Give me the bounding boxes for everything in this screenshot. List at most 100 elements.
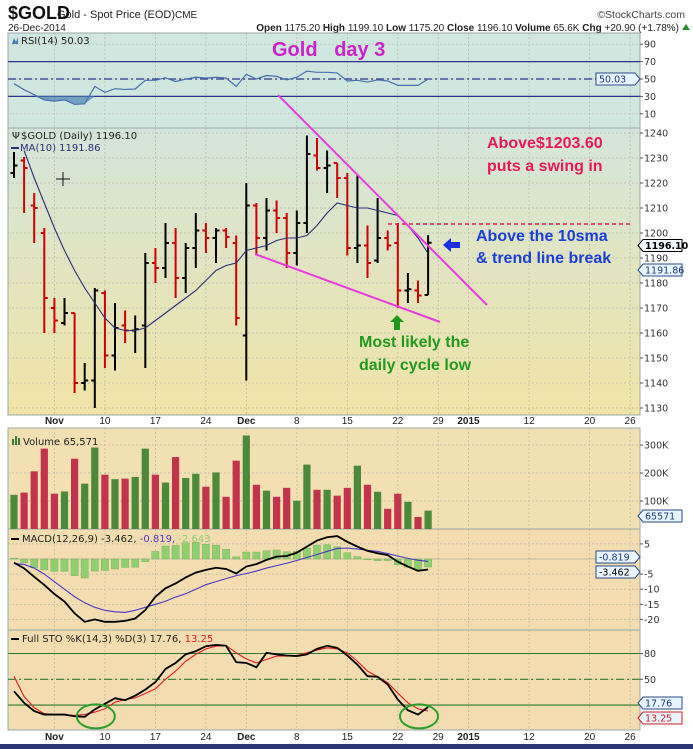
macd-histogram-bar [20, 558, 28, 564]
volume-bar [10, 494, 18, 529]
x-tick-label: Nov [45, 416, 64, 427]
macd-histogram-bar [50, 558, 59, 572]
annotation-title: Gold day 3 [272, 39, 385, 61]
y-tick-label: -20 [644, 615, 660, 626]
x-tick-label: 20 [584, 732, 596, 743]
ohlc-bar [10, 152, 18, 178]
macd-histogram-bar [101, 558, 109, 571]
x-tick-label: 10 [99, 732, 111, 743]
volume-bar [212, 472, 220, 529]
y-tick-label: 30 [644, 92, 656, 103]
macd-histogram-bar [70, 558, 79, 576]
x-tick-label: 2015 [457, 732, 480, 743]
stochastic-legend: Full STO %K(14,3) %D(3) 17.76, 13.25 [11, 634, 213, 645]
y-tick-label: 1190 [644, 254, 668, 265]
volume-bar [333, 495, 341, 529]
macd-histogram-bar [30, 558, 39, 568]
macd-value-tag: -3.462 [595, 565, 641, 579]
x-tick-label: 24 [200, 732, 212, 743]
rsi-line [13, 70, 429, 106]
ohlc-bar [303, 135, 311, 233]
rsi-icon [12, 37, 18, 44]
volume-bar [303, 464, 311, 529]
ohlc-bar [50, 298, 58, 333]
y-tick-label: 50 [644, 75, 656, 86]
lower-trendline [254, 253, 441, 323]
y-tick-label: 200K [644, 469, 669, 480]
volume-bar [121, 478, 129, 529]
x-tick-label: 17 [150, 732, 162, 743]
ohlc-bar [384, 230, 392, 251]
x-tick-label: 24 [200, 416, 212, 427]
ohlc-bar [71, 312, 79, 393]
volume-bar [91, 447, 99, 529]
macd-histogram-bar [191, 542, 200, 560]
macd-histogram-bar [60, 558, 69, 572]
x-tick-label: 10 [99, 416, 111, 427]
value-tag-box [637, 509, 683, 523]
value-tag-box [595, 72, 641, 86]
high-value: 1199.10 [348, 23, 384, 34]
y-tick-label: -10 [644, 585, 660, 596]
y-tick-label: 10 [644, 109, 656, 120]
volume-value-tag: 65571 [637, 509, 683, 523]
macd-histogram-bar [242, 551, 251, 560]
ohlc-bar [222, 228, 230, 248]
x-tick-label: 15 [342, 732, 354, 743]
chart-date: 26-Dec-2014 [8, 23, 66, 34]
x-tick-label: 20 [584, 416, 596, 427]
macd-histogram-bar [363, 558, 372, 561]
ma10-line [23, 150, 429, 332]
stochastic-panel [7, 629, 641, 731]
x-tick-label: 8 [294, 732, 300, 743]
y-tick-label: 300K [644, 441, 669, 452]
price-panel [7, 127, 641, 416]
value-tag-box [637, 263, 683, 277]
y-tick-label: 80 [644, 649, 656, 660]
x-tick-label: 26 [625, 732, 637, 743]
ohlc-bar [374, 198, 382, 263]
value-tag-text: -0.819 [599, 553, 630, 564]
ohlc-bar [40, 228, 48, 333]
x-tick-label: Dec [237, 416, 256, 427]
annotation-low-2: daily cycle low [359, 357, 472, 374]
volume-bar [202, 486, 210, 529]
macd-legend-text: MACD(12,26,9) -3.462, -0.819, -2.643 [22, 534, 211, 545]
x-tick-label: 2015 [457, 416, 480, 427]
y-tick-label: 1200 [644, 229, 668, 240]
y-tick-label: 1180 [644, 279, 668, 290]
value-tag-box [637, 696, 683, 710]
macd-histogram-bar [262, 550, 271, 560]
y-tick-label: 5 [644, 539, 650, 550]
ohlc-bar [242, 183, 250, 381]
volume-bar [374, 491, 382, 529]
y-tick-label: 70 [644, 57, 656, 68]
x-tick-label: 22 [392, 732, 404, 743]
volume-bar [222, 496, 230, 529]
macd-histogram-bar [80, 558, 89, 579]
volume-bar [414, 516, 422, 529]
volume-legend: Volume 65,571 [12, 436, 98, 448]
ohlc-bar [404, 273, 412, 303]
symbol: $GOLD [8, 3, 70, 23]
stochastic-circle-annotation [75, 703, 116, 730]
volume-bar [151, 474, 159, 529]
ohlc-bar [162, 223, 169, 278]
volume-bar [131, 476, 139, 529]
macd-histogram-bar [90, 558, 99, 572]
y-tick-label: 1130 [644, 404, 668, 415]
ohlc-bar [323, 150, 331, 193]
volume-bar [60, 491, 69, 529]
ohlc-bar [101, 290, 109, 368]
macd-legend-signal: -0.819, [140, 534, 175, 545]
volume-bar [293, 500, 301, 529]
macd-histogram-bar [353, 556, 362, 560]
macd-histogram-bar [171, 545, 180, 560]
macd-histogram-bar [333, 546, 342, 560]
ohlc-bar [414, 280, 422, 303]
ohlc-bar [30, 193, 38, 243]
macd-histogram-bar [252, 551, 261, 560]
volume-value: 65.6K [553, 23, 579, 34]
y-tick-label: 100K [644, 497, 669, 508]
